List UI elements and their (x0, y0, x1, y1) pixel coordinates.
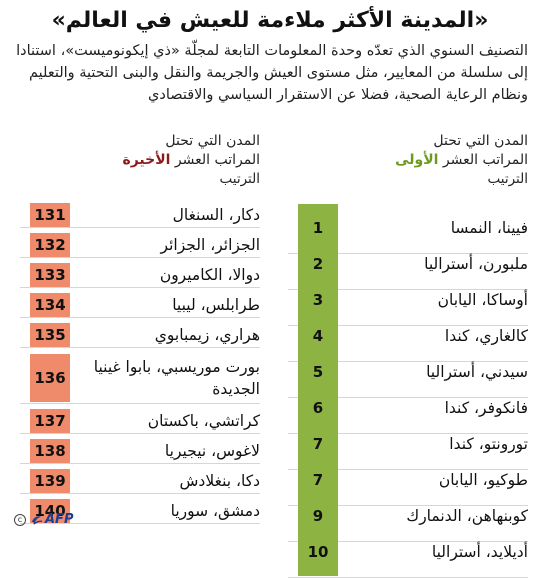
city-name: لاغوس، نيجيريا (164, 441, 260, 460)
city-name: هراري، زيمبابوي (154, 325, 260, 344)
table-row: دكا، بنغلادش 139 (20, 468, 260, 494)
rank-badge: 132 (30, 232, 70, 257)
city-name: فيينا، النمسا (450, 218, 528, 237)
rank-badge: 136 (30, 353, 70, 402)
city-name: كالغاري، كندا (444, 326, 528, 345)
bottom-ten-heading: المدن التي تحتل المراتب العشر الأخيرة (20, 132, 260, 170)
credit: c AFP (14, 512, 73, 527)
bottom-ten-column: المدن التي تحتل المراتب العشر الأخيرة ال… (20, 132, 260, 524)
top-ten-heading: المدن التي تحتل المراتب العشر الأولى (288, 132, 528, 170)
top-ten-heading-prefix: المراتب العشر (438, 152, 528, 168)
city-name: طرابلس، ليبيا (172, 295, 260, 314)
top-ten-heading-line2: المراتب العشر الأولى (288, 151, 528, 170)
table-row: دوالا، الكاميرون 133 (20, 262, 260, 288)
table-row: طرابلس، ليبيا 134 (20, 292, 260, 318)
infographic: «المدينة الأكثر ملاءمة للعيش في العالم» … (14, 8, 528, 578)
city-name: تورونتو، كندا (449, 434, 528, 453)
city-name: دمشق، سوريا (170, 501, 260, 520)
rank-badge: 135 (30, 322, 70, 347)
table-row: بورت موريسبي، بابوا غينيا الجديدة 136 (20, 352, 260, 404)
rank-badge: 131 (30, 202, 70, 227)
bottom-ten-rank-label: الترتيب (219, 171, 260, 187)
city-name: ملبورن، أستراليا (424, 254, 528, 273)
city-name: أوساكا، اليابان (437, 290, 528, 309)
city-name: كراتشي، باكستان (147, 411, 260, 430)
city-name: فانكوفر، كندا (444, 398, 528, 417)
top-ten-rank-label: الترتيب (487, 171, 528, 187)
rank-badge: 133 (30, 262, 70, 287)
top-ten-heading-line1: المدن التي تحتل (433, 133, 528, 149)
city-name: طوكيو، اليابان (438, 470, 528, 489)
table-row: هراري، زيمبابوي 135 (20, 322, 260, 348)
table-row: دكار، السنغال 131 (20, 202, 260, 228)
table-row: أديلايد، أستراليا 10 (288, 526, 528, 578)
rank-badge: 139 (30, 468, 70, 493)
rank-badge: 10 (298, 527, 338, 576)
city-name: الجزائر، الجزائر (160, 235, 260, 254)
city-name: دكا، بنغلادش (179, 471, 260, 490)
page-title: «المدينة الأكثر ملاءمة للعيش في العالم» (51, 8, 489, 33)
afp-logo-icon (31, 516, 43, 525)
table-row: فيينا، النمسا 1 (288, 202, 528, 254)
bottom-ten-heading-line1: المدن التي تحتل (165, 133, 260, 149)
top-ten-heading-highlight: الأولى (395, 152, 439, 168)
city-name: دكار، السنغال (172, 205, 260, 224)
bottom-ten-heading-line2: المراتب العشر الأخيرة (20, 151, 260, 170)
city-name: بورت موريسبي، بابوا غينيا الجديدة (93, 357, 260, 398)
city-name: سيدني، أستراليا (426, 362, 528, 381)
table-row: لاغوس، نيجيريا 138 (20, 438, 260, 464)
page-subtitle: التصنيف السنوي الذي تعدّه وحدة المعلومات… (16, 43, 528, 103)
top-ten-column: المدن التي تحتل المراتب العشر الأولى الت… (288, 132, 528, 578)
city-name: كوبنهاهن، الدنمارك (406, 506, 528, 525)
afp-logo: AFP (30, 512, 73, 527)
city-name: أديلايد، أستراليا (431, 542, 528, 561)
rank-badge: 134 (30, 292, 70, 317)
table-row: كراتشي، باكستان 137 (20, 408, 260, 434)
copyright-icon: c (14, 513, 26, 526)
afp-logo-text: AFP (45, 512, 74, 527)
rank-badge: 137 (30, 408, 70, 433)
table-row: الجزائر، الجزائر 132 (20, 232, 260, 258)
city-name: دوالا، الكاميرون (159, 265, 260, 284)
bottom-ten-heading-prefix: المراتب العشر (170, 152, 260, 168)
rank-badge: 138 (30, 438, 70, 463)
bottom-ten-heading-highlight: الأخيرة (122, 152, 171, 168)
